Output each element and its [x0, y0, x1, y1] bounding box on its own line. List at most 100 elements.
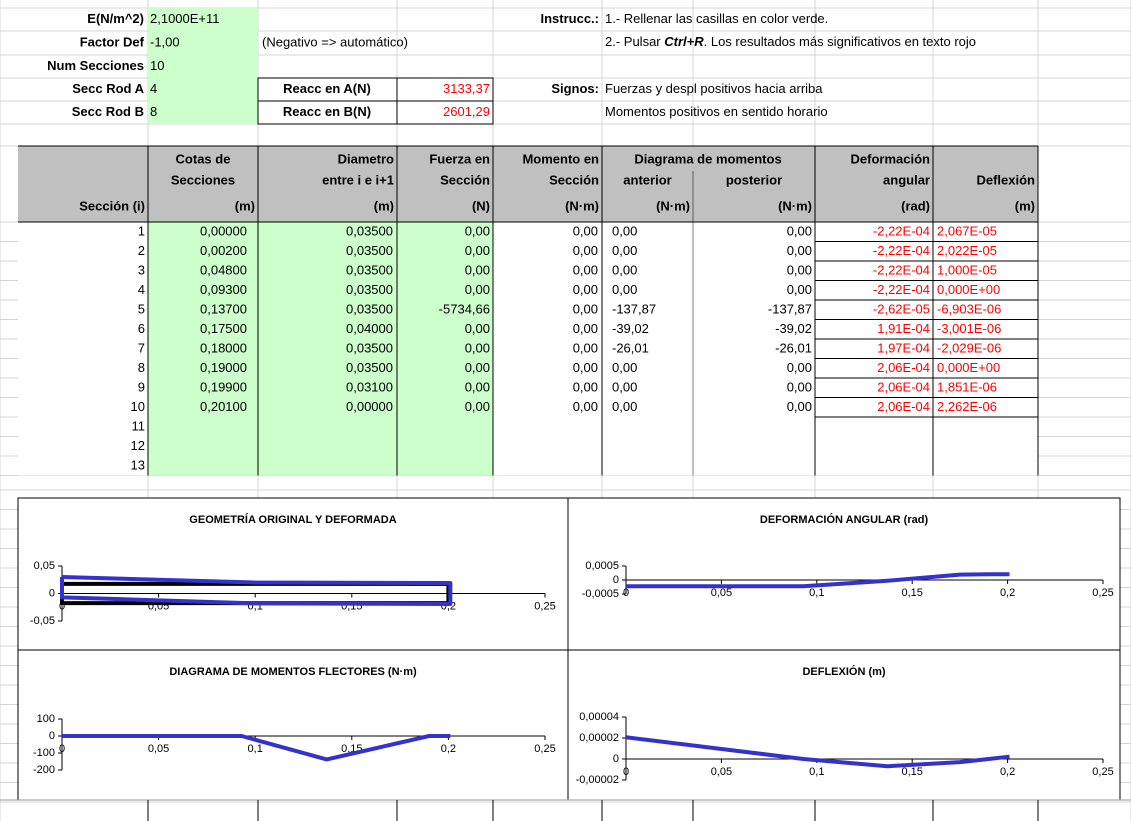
cell: 0,00 [573, 301, 598, 316]
y-tick-label: 0 [49, 730, 55, 742]
param-value: 8 [150, 104, 157, 119]
chart-title: DEFLEXIÓN (m) [802, 665, 885, 678]
cell: 0,00 [465, 321, 490, 336]
cell: 8 [138, 360, 145, 375]
signs-label: Signos: [551, 81, 599, 96]
cell: 0,00 [787, 399, 812, 414]
y-tick-label: 0 [613, 753, 619, 765]
cell: 1,91E-04 [877, 321, 930, 336]
input-cells [148, 8, 258, 124]
cell: 0,00200 [200, 243, 247, 258]
cell: 9 [138, 379, 145, 394]
x-tick-label: 0,1 [809, 766, 824, 778]
cell: 0,03500 [346, 282, 393, 297]
cell: 0,00 [612, 379, 637, 394]
column-header: Sección [440, 172, 490, 187]
cell: 0,00 [465, 399, 490, 414]
x-tick-label: 0,2 [441, 743, 456, 755]
cell: 0,00 [573, 360, 598, 375]
column-header: (N) [472, 198, 490, 213]
param-value: 10 [150, 58, 164, 73]
cell: 0,03500 [346, 223, 393, 238]
cell: -2,62E-05 [873, 301, 930, 316]
input-columns [148, 222, 493, 476]
chart-area [17, 497, 569, 651]
y-tick-label: -100 [33, 747, 55, 759]
x-tick-label: 0,1 [809, 587, 824, 599]
cell: -2,22E-04 [873, 243, 930, 258]
cell: 2,022E-05 [937, 243, 997, 258]
column-header: Cotas de [176, 151, 231, 166]
sign-note: Fuerzas y despl positivos hacia arriba [605, 81, 823, 96]
cell: -2,22E-04 [873, 223, 930, 238]
x-tick-label: 0,05 [711, 766, 732, 778]
cell: -137,87 [612, 301, 656, 316]
cell: -26,01 [612, 340, 649, 355]
cell: 2,06E-04 [877, 360, 930, 375]
column-header: Momento en [522, 151, 599, 166]
cell: 2,262E-06 [937, 399, 997, 414]
cell: 0,00 [787, 262, 812, 277]
chart-area [17, 649, 569, 801]
cell: 0,000E+00 [937, 360, 1000, 375]
y-tick-label: -0,00002 [576, 774, 619, 786]
y-tick-label: -0,0005 [582, 588, 619, 600]
x-tick-label: 0 [623, 766, 629, 778]
cell: 0,00 [612, 360, 637, 375]
column-header: Sección (i) [79, 198, 145, 213]
param-value: 4 [150, 81, 157, 96]
cell: 13 [131, 457, 145, 472]
cell: 0,00 [573, 243, 598, 258]
column-header: angular [883, 172, 930, 187]
cell: 0,00 [612, 282, 637, 297]
cell: 0,00 [787, 379, 812, 394]
cell: 12 [131, 438, 145, 453]
y-tick-label: 0 [49, 587, 55, 599]
param-value: 2,1000E+11 [150, 11, 220, 26]
cell: 0,00 [465, 262, 490, 277]
cell: 0,00 [573, 340, 598, 355]
cell: -2,22E-04 [873, 282, 930, 297]
cell: 0,04800 [200, 262, 247, 277]
cell: -26,01 [775, 340, 812, 355]
instructions-label: Instrucc.: [540, 11, 599, 26]
shortcut: Ctrl+R [664, 34, 704, 49]
cell: -2,22E-04 [873, 262, 930, 277]
cell: 0,00 [573, 262, 598, 277]
cell: 5 [138, 301, 145, 316]
column-header: Secciones [171, 172, 235, 187]
cell: 0,19900 [200, 379, 247, 394]
cell: 0,03500 [346, 340, 393, 355]
cell: -5734,66 [439, 301, 490, 316]
series-line [626, 572, 1010, 589]
cell: 0,09300 [200, 282, 247, 297]
cell: 2,06E-04 [877, 399, 930, 414]
cell: 0,00 [787, 243, 812, 258]
cell: 0,03500 [346, 301, 393, 316]
chart-title: DEFORMACIÓN ANGULAR (rad) [760, 513, 929, 526]
cell: 0,00 [612, 223, 637, 238]
column-header: Deformación [851, 151, 931, 166]
cell: 0,19000 [200, 360, 247, 375]
series-line [62, 734, 451, 762]
cell: 0,00 [465, 379, 490, 394]
cell: 0,00 [612, 262, 637, 277]
x-tick-label: 0,15 [901, 587, 922, 599]
x-tick-label: 0,2 [1000, 587, 1015, 599]
x-tick-label: 0,25 [1092, 766, 1113, 778]
cell: 0,00 [573, 282, 598, 297]
cell: 2,06E-04 [877, 379, 930, 394]
x-tick-label: 0,25 [534, 600, 555, 612]
cell: 3 [138, 262, 145, 277]
column-header: Deflexión [976, 172, 1035, 187]
x-tick-label: 0,2 [1000, 766, 1015, 778]
x-tick-label: 0 [623, 587, 629, 599]
param-note: (Negativo => automático) [262, 34, 408, 49]
x-tick-label: 0 [59, 743, 65, 755]
param-value: -1,00 [150, 34, 180, 49]
cell: 1,851E-06 [937, 379, 997, 394]
cell: 0,03500 [346, 243, 393, 258]
chart-title: GEOMETRÍA ORIGINAL Y DEFORMADA [189, 513, 396, 526]
column-header: entre i e i+1 [322, 172, 394, 187]
